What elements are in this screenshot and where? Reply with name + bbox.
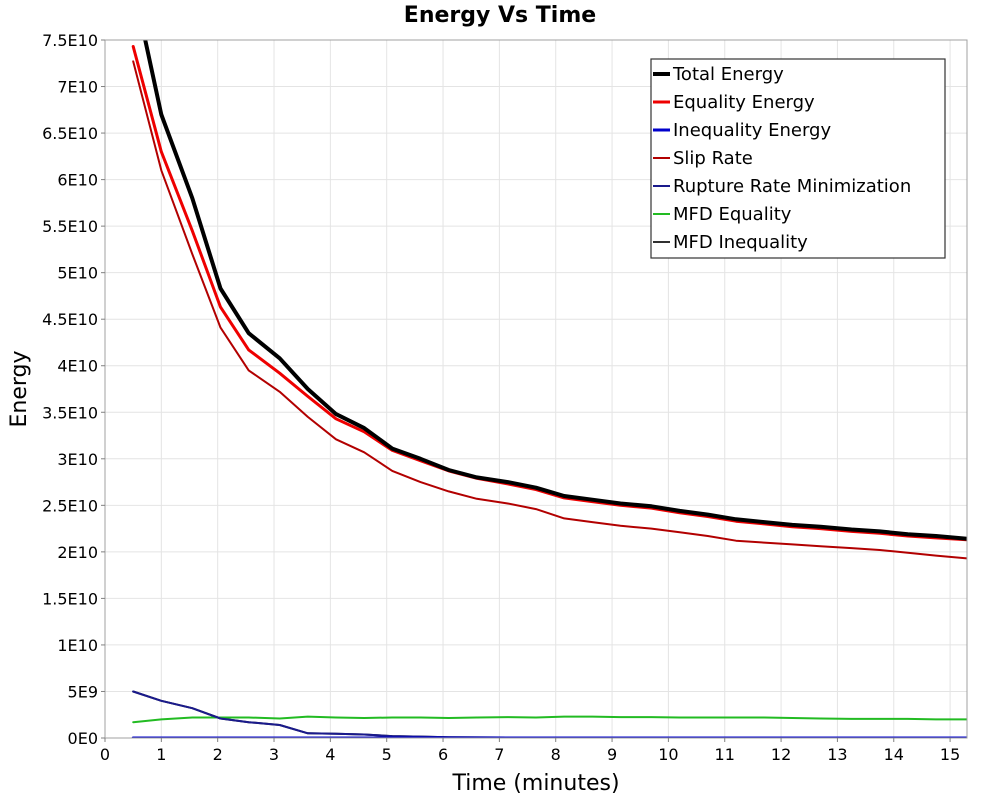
x-tick-label: 10	[658, 745, 678, 764]
x-axis-label: Time (minutes)	[451, 771, 619, 796]
x-tick-label: 1	[156, 745, 166, 764]
plot-area-frame	[104, 39, 968, 739]
chart-title: Energy Vs Time	[404, 3, 596, 28]
legend-box	[650, 58, 946, 259]
y-tick-label: 3E10	[57, 450, 98, 469]
series-line-total-energy	[143, 40, 967, 541]
y-tick-label: 1E10	[57, 636, 98, 655]
legend-label-slip-rate: Slip Rate	[673, 148, 753, 169]
y-axis-label: Energy	[7, 350, 32, 427]
series-line-mfd-inequality	[132, 690, 967, 738]
legend-label-equality-energy: Equality Energy	[673, 92, 815, 113]
series-line-mfd-equality	[132, 715, 967, 724]
y-axis-ticks: 0E0 5E9 1E10 1.5E10 2E10 2.5E10 3E10 3.5E10 4E10…	[42, 31, 105, 748]
y-tick-label: 4E10	[57, 357, 98, 376]
y-tick-label: 4.5E10	[42, 310, 98, 329]
x-tick-label: 4	[325, 745, 335, 764]
x-tick-label: 5	[382, 745, 392, 764]
y-tick-label: 2E10	[57, 543, 98, 562]
legend-label-mfd-equality: MFD Equality	[673, 204, 792, 225]
y-tick-label: 6E10	[57, 171, 98, 190]
legend-label-inequality-energy: Inequality Energy	[673, 120, 831, 141]
y-tick-label: 3.5E10	[42, 403, 98, 422]
y-tick-label: 5E9	[68, 682, 98, 701]
y-tick-label: 2.5E10	[42, 496, 98, 515]
y-tick-label: 5E10	[57, 264, 98, 283]
x-tick-label: 13	[827, 745, 847, 764]
x-tick-label: 14	[884, 745, 904, 764]
x-tick-label: 11	[715, 745, 735, 764]
y-tick-label: 0E0	[68, 729, 98, 748]
x-tick-label: 9	[607, 745, 617, 764]
x-tick-label: 6	[438, 745, 448, 764]
legend: Total Energy Equality Energy Inequality En…	[650, 58, 946, 259]
x-tick-label: 2	[213, 745, 223, 764]
x-tick-label: 7	[494, 745, 504, 764]
legend-label-total-energy: Total Energy	[672, 64, 784, 85]
y-tick-label: 7E10	[57, 78, 98, 97]
series-line-rupture-rate-minimization	[132, 690, 967, 738]
series-line-slip-rate	[132, 60, 967, 560]
y-tick-label: 7.5E10	[42, 31, 98, 50]
y-tick-label: 1.5E10	[42, 589, 98, 608]
x-tick-label: 3	[269, 745, 279, 764]
y-tick-label: 6.5E10	[42, 124, 98, 143]
x-tick-label: 12	[771, 745, 791, 764]
y-tick-label: 5.5E10	[42, 217, 98, 236]
legend-label-rupture-rate-minimization: Rupture Rate Minimization	[673, 176, 911, 197]
x-tick-label: 8	[551, 745, 561, 764]
x-tick-label: 0	[100, 745, 110, 764]
x-axis-ticks: 0 1 2 3 4 5 6 7 8 9 10 11 12 13 14 15	[100, 738, 960, 764]
x-tick-label: 15	[940, 745, 960, 764]
legend-label-mfd-inequality: MFD Inequality	[673, 232, 808, 253]
